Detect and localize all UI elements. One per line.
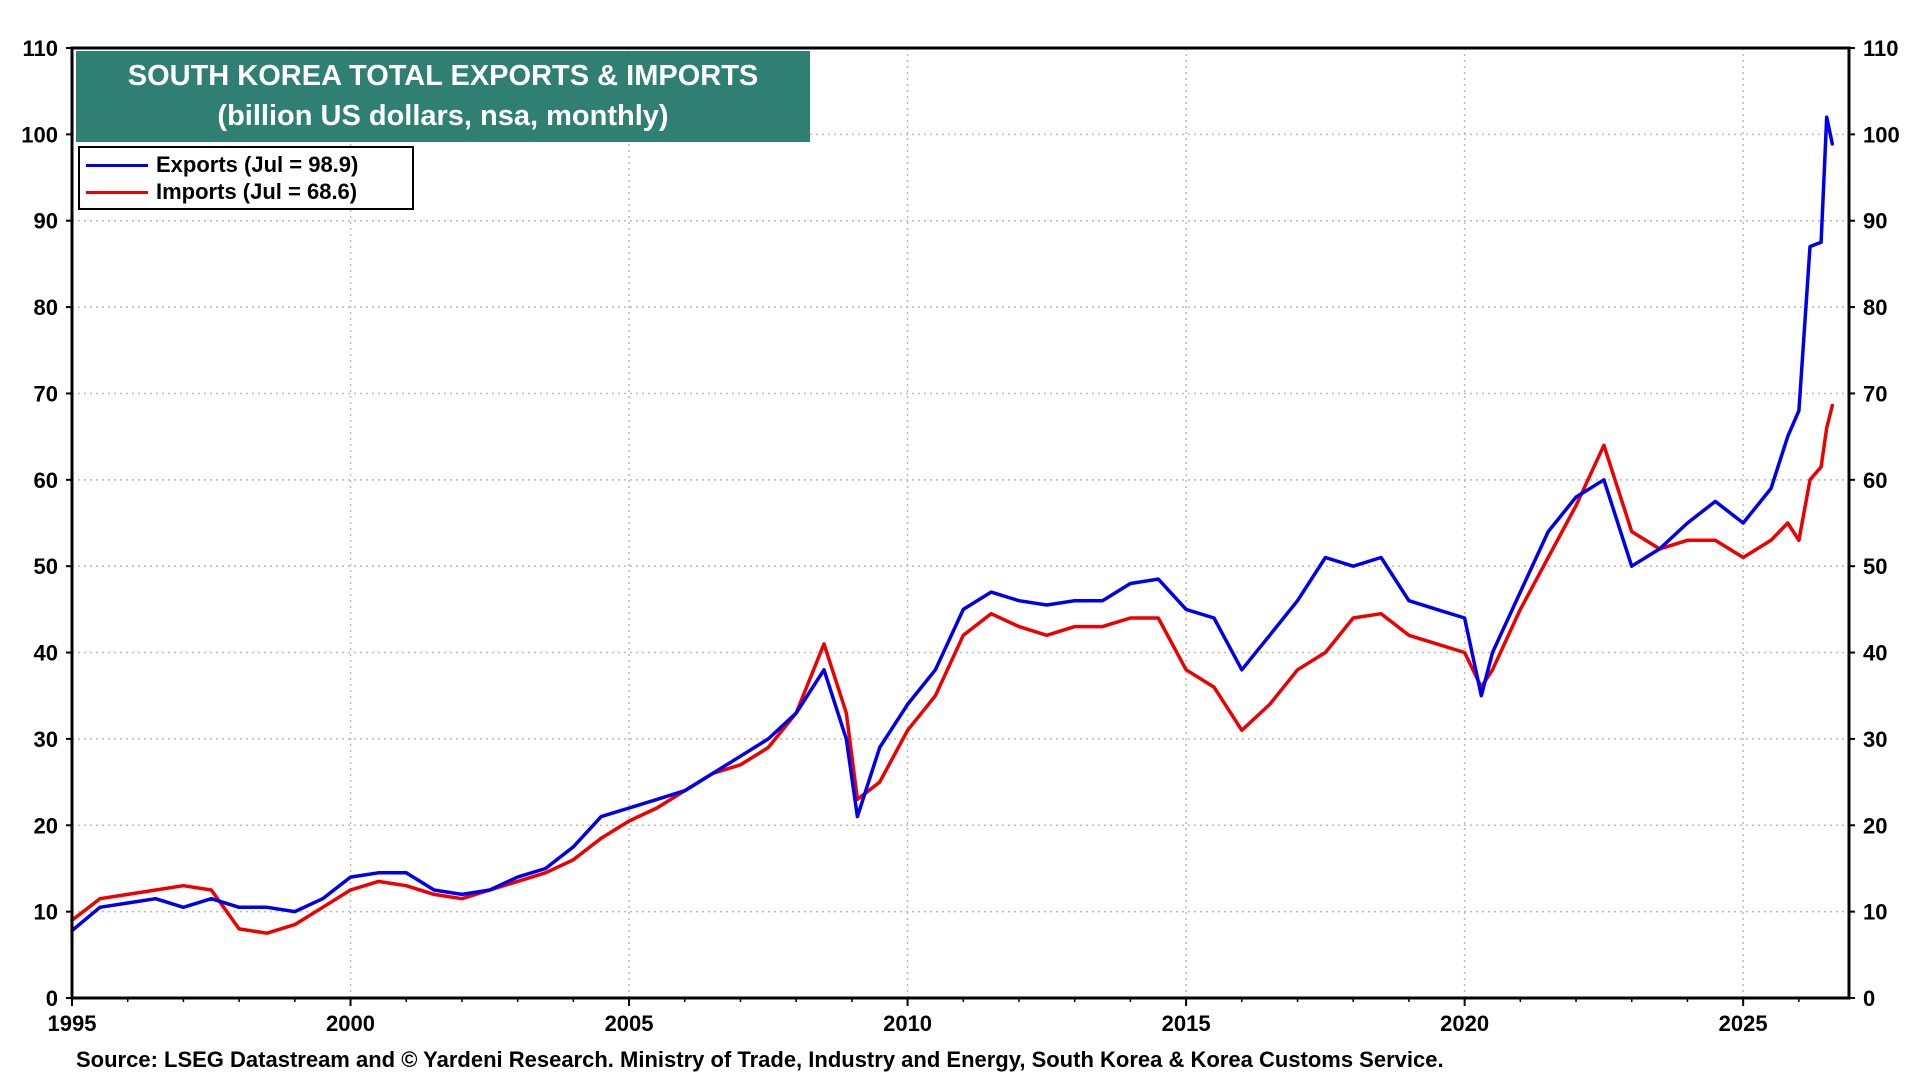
x-tick-label: 2020 (1440, 1011, 1489, 1036)
x-tick-label: 2015 (1162, 1011, 1211, 1036)
y-tick-label-right: 0 (1863, 986, 1875, 1011)
y-tick-label-left: 70 (34, 381, 58, 406)
y-tick-label-left: 10 (34, 900, 58, 925)
y-tick-label-right: 70 (1863, 381, 1887, 406)
y-tick-label-left: 20 (34, 813, 58, 838)
y-tick-label-right: 20 (1863, 813, 1887, 838)
legend-swatch-imports (86, 190, 148, 194)
legend-label-imports: Imports (Jul = 68.6) (156, 179, 358, 204)
series-lines (70, 115, 1835, 935)
legend-label-exports: Exports (Jul = 98.9) (156, 152, 359, 177)
y-tick-label-right: 50 (1863, 554, 1887, 579)
y-tick-label-right: 10 (1863, 900, 1887, 925)
exports-line (70, 115, 1835, 933)
x-tick-label: 2010 (883, 1011, 932, 1036)
y-tick-label-left: 60 (34, 468, 58, 493)
x-tick-label: 2000 (326, 1011, 375, 1036)
y-tick-label-right: 80 (1863, 295, 1887, 320)
y-tick-label-right: 40 (1863, 641, 1887, 666)
legend-swatch-exports (86, 163, 148, 167)
y-tick-label-right: 110 (1863, 36, 1899, 61)
x-axis: 1995 2000 2005 2010 2015 2020 2025 (48, 998, 1800, 1036)
chart-title: SOUTH KOREA TOTAL EXPORTS & IMPORTS (127, 60, 759, 92)
y-tick-label-left: 90 (34, 209, 58, 234)
y-tick-label-left: 80 (34, 295, 58, 320)
y-tick-label-left: 100 (21, 122, 58, 147)
legend-item-exports: Exports (Jul = 98.9) (86, 152, 358, 178)
x-tick-label: 2005 (605, 1011, 654, 1036)
y-tick-label-left: 110 (23, 36, 59, 61)
y-tick-label-right: 100 (1863, 122, 1900, 147)
source-note: Source: LSEG Datastream and © Yardeni Re… (76, 1047, 1444, 1072)
legend-item-imports: Imports (Jul = 68.6) (86, 179, 357, 205)
y-tick-label-right: 90 (1863, 209, 1887, 234)
y-axis-right: 0 10 20 30 40 50 60 70 80 90 100 110 (1849, 36, 1900, 1011)
chart-title-box: SOUTH KOREA TOTAL EXPORTS & IMPORTS (bil… (76, 51, 810, 142)
y-axis-left: 0 10 20 30 40 50 60 70 80 90 100 110 (21, 36, 72, 1011)
y-tick-label-right: 60 (1863, 468, 1887, 493)
x-tick-label: 2025 (1719, 1011, 1768, 1036)
x-tick-label: 1995 (48, 1011, 97, 1036)
y-tick-label-left: 40 (34, 641, 58, 666)
imports-line (70, 403, 1835, 935)
chart-subtitle: (billion US dollars, nsa, monthly) (217, 100, 669, 132)
y-tick-label-left: 50 (34, 554, 58, 579)
y-tick-label-right: 30 (1863, 727, 1887, 752)
y-tick-label-left: 0 (46, 986, 58, 1011)
plot-frame (70, 46, 1851, 1000)
y-tick-label-left: 30 (34, 727, 58, 752)
legend: Exports (Jul = 98.9) Imports (Jul = 68.6… (78, 146, 414, 210)
